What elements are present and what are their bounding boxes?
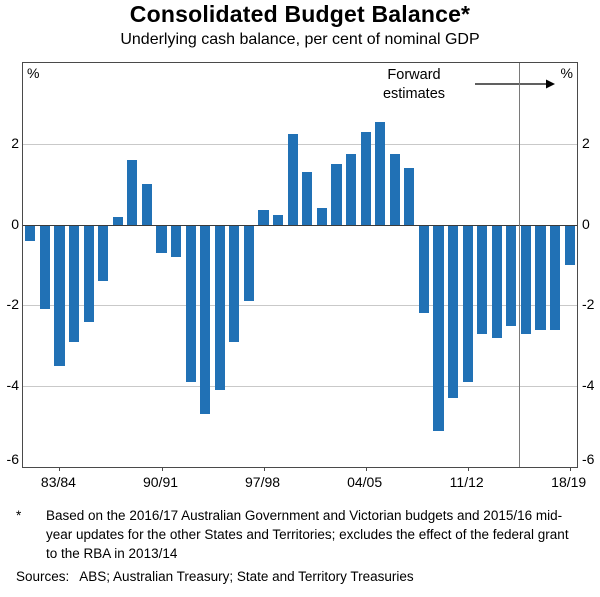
bar-89/90 [141, 184, 153, 225]
footnote: * Based on the 2016/17 Australian Govern… [16, 506, 586, 563]
bar-88/89 [127, 159, 138, 225]
bar-01/02 [316, 208, 327, 225]
bar-17/18 [550, 224, 561, 330]
forward-annotation-line1: Forward [387, 67, 441, 83]
x-tick-mark [161, 467, 163, 471]
footnote-marker: * [16, 508, 22, 523]
bar-13/14 [491, 224, 502, 338]
sources-line: Sources: ABS; Australian Treasury; State … [16, 569, 414, 584]
bar-81/82 [25, 224, 36, 241]
y-axis-unit-right: % [560, 65, 573, 81]
forward-estimates-annotation: Forward estimates [353, 66, 475, 104]
bar-86/87 [98, 224, 109, 282]
x-tick-label-18/19: 18/19 [551, 474, 587, 490]
bar-90/91 [156, 224, 167, 253]
bar-85/86 [83, 224, 94, 322]
bar-00/01 [302, 172, 313, 225]
bar-10/11 [447, 224, 459, 399]
gridline-2 [23, 143, 577, 145]
bar-94/95 [214, 224, 225, 391]
bar-12/13 [477, 224, 488, 334]
chart-title: Consolidated Budget Balance* [129, 1, 471, 27]
bar-84/85 [68, 224, 80, 342]
x-tick-label-83/84: 83/84 [40, 474, 76, 490]
x-tick-mark [569, 467, 571, 471]
y-tick-label-2: 2 [582, 134, 590, 151]
bar-03/04 [345, 153, 357, 225]
bar-08/09 [418, 224, 430, 314]
x-tick-label-90/91: 90/91 [142, 474, 179, 490]
bar-11/12 [462, 224, 473, 383]
bar-96/97 [243, 224, 255, 302]
sources-label: Sources: [16, 569, 70, 584]
bar-97/98 [258, 210, 269, 225]
chart-subtitle: Underlying cash balance, per cent of nom… [120, 31, 480, 48]
forward-estimates-line [518, 63, 520, 467]
y-tick-label--2: -2 [6, 296, 19, 313]
bar-02/03 [331, 164, 342, 225]
bar-09/10 [433, 224, 444, 431]
y-axis-unit-left: % [27, 65, 40, 81]
bar-14/15 [506, 224, 517, 326]
bar-82/83 [39, 224, 50, 310]
bar-87/88 [112, 216, 123, 225]
right-arrow-icon [475, 79, 555, 89]
footnote-text: Based on the 2016/17 Australian Governme… [46, 508, 569, 562]
y-tick-label--6: -6 [6, 451, 19, 467]
y-axis-labels-right: 2 0 -2 -4 -6 [582, 62, 600, 468]
y-tick-label-2: 2 [11, 134, 19, 151]
plot-area: % % Forward estimates [22, 62, 578, 471]
forward-annotation-line2: estimates [382, 86, 446, 102]
x-tick-mark [59, 467, 61, 471]
bar-18/19 [564, 224, 575, 265]
x-tick-label-97/98: 97/98 [245, 474, 281, 490]
x-tick-mark [467, 467, 469, 471]
bar-98/99 [273, 214, 284, 225]
bar-06/07 [389, 153, 400, 225]
y-tick-label--2: -2 [582, 296, 595, 313]
bar-92/93 [185, 224, 196, 383]
y-tick-label-0: 0 [582, 215, 590, 232]
x-tick-label-04/05: 04/05 [347, 474, 383, 490]
bar-99/00 [287, 133, 298, 225]
bar-04/05 [360, 131, 371, 225]
gridline--2 [23, 305, 577, 307]
y-tick-label--4: -4 [582, 377, 595, 394]
y-tick-label--6: -6 [582, 451, 595, 467]
x-tick-mark [263, 467, 265, 471]
bar-91/92 [170, 224, 182, 257]
y-axis-labels-left: 2 0 -2 -4 -6 [0, 62, 19, 468]
bar-07/08 [404, 168, 415, 225]
bar-16/17 [535, 224, 546, 330]
x-tick-label-11/12: 11/12 [449, 474, 484, 490]
bar-15/16 [520, 224, 532, 334]
gridline--4 [23, 386, 577, 388]
bar-95/96 [229, 224, 240, 342]
zero-axis-line [23, 224, 577, 226]
x-tick-mark [365, 467, 367, 471]
x-axis-labels: 83/84 90/91 97/98 04/05 11/12 18/19 [22, 474, 586, 494]
sources-text: ABS; Australian Treasury; State and Terr… [79, 569, 414, 584]
y-tick-label--4: -4 [6, 377, 19, 394]
bar-05/06 [375, 121, 386, 225]
bar-83/84 [54, 224, 65, 366]
y-tick-label-0: 0 [11, 215, 19, 232]
bar-93/94 [200, 224, 211, 415]
